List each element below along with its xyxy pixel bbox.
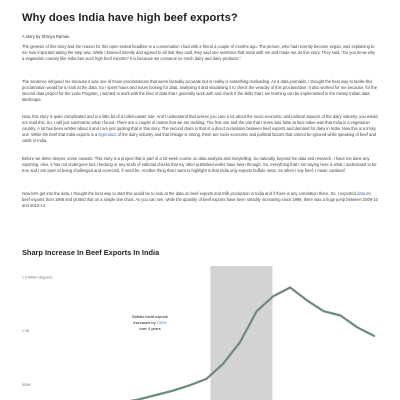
- byline: A story by Shreya Raman: [22, 34, 70, 39]
- paragraph-data-text-a: Now let's get into the data. I thought t…: [22, 191, 358, 196]
- annotation-box: [130, 309, 170, 331]
- author-name: Shreya Raman: [41, 34, 70, 39]
- y-tick-label: 1.0B: [22, 329, 30, 333]
- paragraph-summary-text-b: of the dairy industry and that linkage i…: [22, 132, 376, 144]
- paragraph-caveats: Before we delve deeper, some caveats. Th…: [22, 156, 377, 174]
- data-point: [306, 299, 308, 301]
- paragraph-summary-text-a: Now, this story is quite complicated and…: [22, 114, 378, 138]
- byline-prefix: A story by: [22, 34, 41, 39]
- data-point: [239, 341, 241, 343]
- data-point: [222, 363, 224, 365]
- annotation-line-3: over 4 years: [139, 326, 160, 331]
- paragraph-intro: The genesis of this story and the reason…: [22, 44, 376, 62]
- data-point: [172, 390, 174, 392]
- highlight-band: [210, 266, 273, 400]
- series-line-beef-exports: [129, 286, 376, 400]
- data-point: [155, 394, 157, 396]
- byproduct-link[interactable]: byproduct: [98, 132, 117, 138]
- paragraph-data-text-b: on beef exports from 1998 and plotted th…: [22, 191, 378, 209]
- page-title: Why does India have high beef exports?: [22, 12, 238, 24]
- annotation-percent-link[interactable]: 133%: [157, 320, 167, 325]
- data-point: [256, 310, 258, 312]
- paragraph-intrigue: The sentence intrigued me because it was…: [22, 79, 377, 103]
- data-point: [289, 286, 291, 288]
- data-point: [205, 378, 207, 380]
- paragraph-data-intro: Now let's get into the data. I thought t…: [22, 191, 378, 209]
- data-point: [189, 384, 191, 386]
- annotation-line-1: Buffalo meat exports: [132, 314, 168, 319]
- data-point: [339, 314, 341, 316]
- y-tick-label: 1.5 Million kilograms: [22, 275, 53, 279]
- data-link[interactable]: data: [357, 191, 366, 196]
- annotation-line-2: increased by 133%: [133, 320, 167, 325]
- beef-exports-chart: 1.5 Million kilograms 1.0B 500M Buffalo me…: [22, 266, 376, 400]
- annotation-prefix: increased by: [133, 320, 156, 325]
- data-point: [373, 335, 375, 337]
- chart-title: Sharp Increase In Beef Exports In India: [22, 248, 160, 257]
- annotation: Buffalo meat exports increased by 133% o…: [130, 309, 170, 331]
- y-tick-label: 500M: [22, 383, 31, 387]
- data-point: [356, 326, 358, 328]
- data-point: [323, 310, 325, 312]
- paragraph-summary: Now, this story is quite complicated and…: [22, 114, 378, 144]
- data-point: [272, 295, 274, 297]
